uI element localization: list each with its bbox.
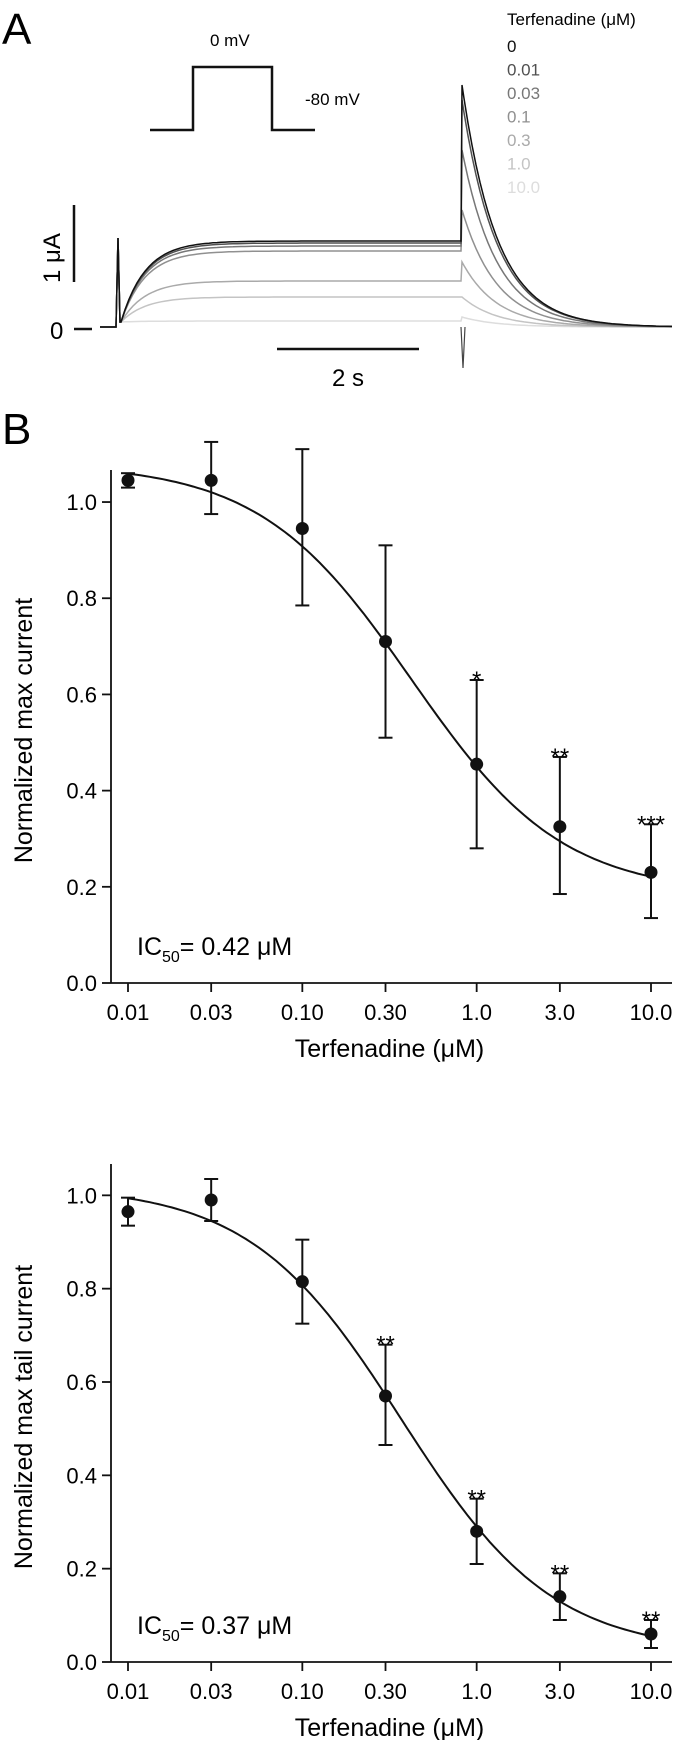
ic50-value: = 0.37 μM: [180, 1612, 292, 1640]
data-point: [295, 1275, 309, 1289]
data-point: [121, 473, 135, 487]
current-traces: [100, 84, 673, 369]
panel-b-letter: B: [2, 405, 31, 454]
chart-max-current: 0.0 0.2 0.4 0.6 0.8 1.0 0.01 0.03 0.10 0.30 1.0 3.0…: [10, 440, 673, 1063]
protocol-high-label: 0 mV: [210, 31, 250, 50]
data-point: [204, 1193, 218, 1207]
ic50-label: IC: [137, 1612, 162, 1640]
legend-item: 10.0: [507, 178, 540, 197]
ic50-value: = 0.42 μM: [180, 933, 292, 961]
ic50-annotation: IC50= 0.37 μM: [137, 1612, 292, 1645]
y-tick-label: 0.8: [66, 1277, 97, 1302]
x-tick-label: 3.0: [545, 1679, 576, 1704]
current-trace: [100, 237, 672, 328]
data-point: [379, 635, 393, 649]
y-tick-label: 1.0: [66, 1183, 97, 1208]
legend-title: Terfenadine (μM): [507, 10, 636, 29]
y-tick-label: 0.8: [66, 586, 97, 611]
data-point: [379, 1389, 393, 1403]
significance-marker: **: [551, 744, 570, 771]
data-point: [553, 1590, 567, 1604]
y-tick-label: 0.0: [66, 971, 97, 996]
y-tick-label: 0.4: [66, 1463, 97, 1488]
y-tick-label: 0.6: [66, 682, 97, 707]
x-tick-label: 10.0: [630, 1000, 673, 1025]
current-trace: [100, 99, 672, 328]
current-trace: [100, 84, 673, 328]
time-scale-label: 2 s: [332, 365, 364, 392]
current-scale-label: 1 μA: [39, 233, 66, 283]
data-point: [644, 1627, 658, 1641]
y-axis-label: Normalized max current: [10, 598, 38, 863]
ic50-subscript: 50: [162, 1628, 180, 1645]
current-trace: [100, 149, 673, 328]
x-tick-label: 3.0: [545, 1000, 576, 1025]
y-tick-label: 1.0: [66, 490, 97, 515]
x-tick-label: 0.03: [190, 1000, 233, 1025]
x-tick-label: 1.0: [461, 1000, 492, 1025]
y-axis-label: Normalized max tail current: [10, 1265, 38, 1569]
legend-item: 0.03: [507, 84, 540, 103]
x-tick-label: 0.30: [364, 1000, 407, 1025]
x-axis-label: Terfenadine (μM): [295, 1035, 484, 1063]
data-point: [204, 473, 218, 487]
legend: Terfenadine (μM) 0 0.01 0.03 0.1 0.3 1.0 10.0: [507, 10, 636, 197]
current-trace: [100, 209, 672, 328]
significance-marker: **: [551, 1560, 570, 1587]
significance-marker: **: [642, 1607, 661, 1634]
data-point: [553, 820, 567, 834]
y-tick-label: 0.4: [66, 779, 97, 804]
zero-current-label: 0: [50, 318, 63, 345]
legend-item: 0.1: [507, 108, 531, 127]
panel-a-letter: A: [2, 5, 32, 54]
y-tick-label: 0.0: [66, 1650, 97, 1675]
data-point: [470, 1524, 484, 1538]
data-point: [295, 522, 309, 535]
y-tick-label: 0.2: [66, 875, 97, 900]
protocol-low-label: -80 mV: [305, 90, 360, 109]
chart-max-tail-current: 0.0 0.2 0.4 0.6 0.8 1.0 0.01 0.03 0.10 0.30 1.0 3.0…: [10, 1164, 672, 1740]
x-tick-label: 0.01: [107, 1000, 150, 1025]
x-tick-label: 0.01: [107, 1679, 150, 1704]
current-trace: [100, 237, 672, 328]
legend-item: 0.01: [507, 61, 540, 80]
current-trace: [100, 237, 672, 328]
ic50-label: IC: [137, 933, 162, 961]
data-point: [121, 1205, 135, 1219]
fit-curve: [127, 1197, 652, 1637]
legend-item: 0: [507, 37, 516, 56]
x-axis-label: Terfenadine (μM): [295, 1714, 484, 1740]
ic50-subscript: 50: [162, 949, 180, 966]
y-tick-label: 0.2: [66, 1557, 97, 1582]
capacitive-transient: [460, 326, 466, 369]
x-tick-label: 1.0: [461, 1679, 492, 1704]
significance-marker: ***: [637, 811, 665, 838]
legend-item: 1.0: [507, 155, 531, 174]
x-tick-label: 0.10: [281, 1679, 324, 1704]
significance-marker: *: [472, 667, 481, 694]
x-tick-label: 0.03: [190, 1679, 233, 1704]
y-tick-label: 0.6: [66, 1370, 97, 1395]
x-tick-label: 0.30: [364, 1679, 407, 1704]
voltage-protocol: [150, 65, 315, 132]
significance-marker: **: [376, 1332, 395, 1359]
significance-marker: **: [467, 1486, 486, 1513]
x-tick-label: 0.10: [281, 1000, 324, 1025]
data-point: [470, 757, 484, 771]
fit-curve: [127, 472, 652, 878]
x-tick-label: 10.0: [630, 1679, 673, 1704]
legend-item: 0.3: [507, 131, 531, 150]
ic50-annotation: IC50= 0.42 μM: [137, 933, 292, 966]
data-point: [644, 865, 658, 879]
